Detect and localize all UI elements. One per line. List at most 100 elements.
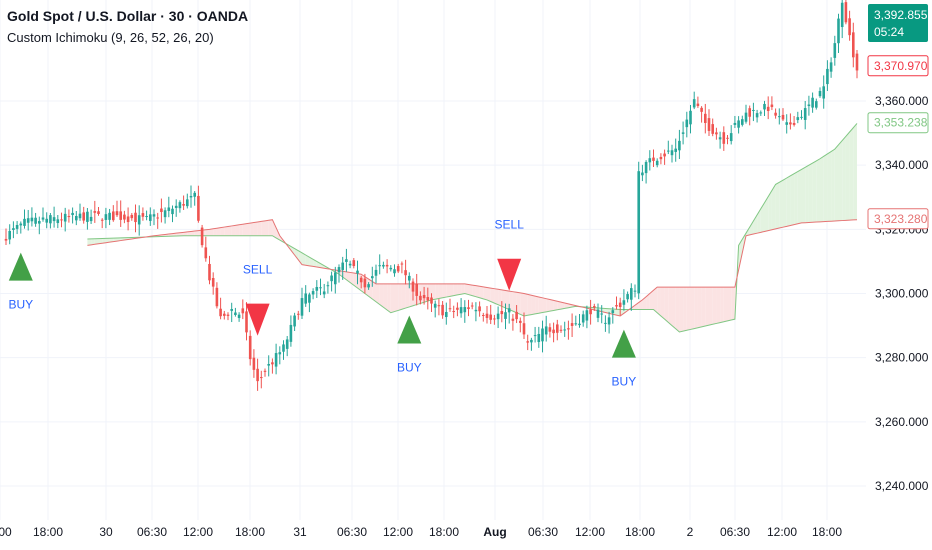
candle-body xyxy=(500,311,504,315)
time-axis[interactable]: 2:00 18:00 30 06:30 12:00 18:00 31 06:30 12:00 18… xyxy=(0,520,932,550)
candle xyxy=(393,264,396,277)
candle-body xyxy=(507,308,511,313)
candle xyxy=(82,206,85,224)
sell-signal-label: SELL xyxy=(243,263,273,277)
indicator-legend[interactable]: Custom Ichimoku (9, 26, 52, 26, 20) xyxy=(7,30,214,45)
candle-body xyxy=(426,297,430,301)
price-axis[interactable]: 3,360.0003,340.0003,320.0003,300.0003,28… xyxy=(866,0,932,550)
candle-body xyxy=(26,218,30,223)
cloud-segment xyxy=(383,283,388,310)
buy-signal-label: BUY xyxy=(397,360,422,374)
cloud-segment xyxy=(102,238,106,244)
cloud-segment xyxy=(320,263,325,269)
candle xyxy=(315,280,319,299)
candle-body xyxy=(389,267,393,270)
cloud-segment xyxy=(494,288,499,305)
candle xyxy=(618,297,622,316)
candle xyxy=(718,131,722,149)
candle xyxy=(30,207,34,227)
buy-arrow-icon xyxy=(397,315,422,344)
cloud-segment xyxy=(272,219,277,238)
candle xyxy=(463,300,467,323)
candle-body xyxy=(93,211,97,213)
cloud-segment xyxy=(242,223,247,236)
candle xyxy=(441,301,444,319)
candle-body xyxy=(689,110,692,125)
candle-body xyxy=(248,335,252,360)
candle xyxy=(300,287,304,319)
candle xyxy=(248,330,252,366)
cloud-segment xyxy=(686,287,691,331)
candle xyxy=(741,115,744,127)
candle xyxy=(341,256,344,280)
candle-body xyxy=(685,119,689,128)
cloud-segment xyxy=(113,237,117,242)
candle-body xyxy=(359,277,363,283)
candle xyxy=(237,312,241,322)
candle-body xyxy=(67,216,71,218)
candle xyxy=(733,115,737,129)
candle xyxy=(755,109,759,123)
candle-body xyxy=(704,113,707,123)
cloud-segment xyxy=(457,283,462,295)
symbol-title[interactable]: Gold Spot / U.S. Dollar · 30 · OANDA xyxy=(7,8,249,24)
candle-body xyxy=(193,192,196,197)
candle-body xyxy=(86,211,89,222)
candle xyxy=(267,355,270,377)
candle-body xyxy=(522,323,526,335)
candle xyxy=(356,260,359,285)
cloud-segment xyxy=(771,184,776,230)
candle-body xyxy=(855,53,859,71)
candle xyxy=(826,60,829,92)
candle xyxy=(12,221,15,239)
candle-body xyxy=(422,295,426,299)
candle-body xyxy=(574,323,578,325)
cloud-segment xyxy=(849,127,854,221)
candle xyxy=(141,207,145,221)
cloud-segment xyxy=(109,238,114,243)
candle-body xyxy=(160,208,163,213)
candle xyxy=(589,299,592,325)
candle xyxy=(607,311,611,334)
cloud-segment xyxy=(91,238,95,245)
candle-body xyxy=(430,297,433,304)
candle xyxy=(304,285,307,307)
x-tick-label: 2:00 xyxy=(0,525,12,539)
candle xyxy=(137,205,141,236)
cloud-segment xyxy=(712,287,717,325)
candle xyxy=(152,209,156,226)
candle xyxy=(593,303,596,311)
candle-body xyxy=(707,118,711,131)
candle-body xyxy=(152,214,156,217)
candle-body xyxy=(533,335,537,337)
cloud-segment xyxy=(561,302,565,310)
candle-body xyxy=(818,90,822,97)
candle xyxy=(748,105,751,126)
candle xyxy=(345,248,348,272)
candle-body xyxy=(12,228,15,230)
candle xyxy=(855,50,859,79)
candle-body xyxy=(149,214,152,221)
candle-body xyxy=(652,157,655,161)
candle-body xyxy=(45,218,48,223)
cloud-segment xyxy=(461,283,465,295)
candle-body xyxy=(204,247,208,259)
candle xyxy=(437,299,441,316)
cloud-segment xyxy=(420,283,425,304)
candle-body xyxy=(663,153,666,157)
candle-body xyxy=(260,377,263,379)
price-tags: 3,370.970 3,353.238 3,323.280 3,392.855 05:2… xyxy=(867,4,929,230)
candle xyxy=(93,200,97,223)
buy-arrow-icon xyxy=(8,252,33,281)
candle xyxy=(382,261,385,269)
candle xyxy=(78,203,82,221)
candle xyxy=(4,228,8,245)
candle xyxy=(559,325,563,333)
candle xyxy=(200,224,204,248)
candle xyxy=(763,100,766,116)
candle-body xyxy=(752,109,755,111)
signal-markers: BUY BUY BUY SELL SELL xyxy=(8,218,636,389)
candle-body xyxy=(763,103,766,110)
cloud-segment xyxy=(794,171,798,225)
